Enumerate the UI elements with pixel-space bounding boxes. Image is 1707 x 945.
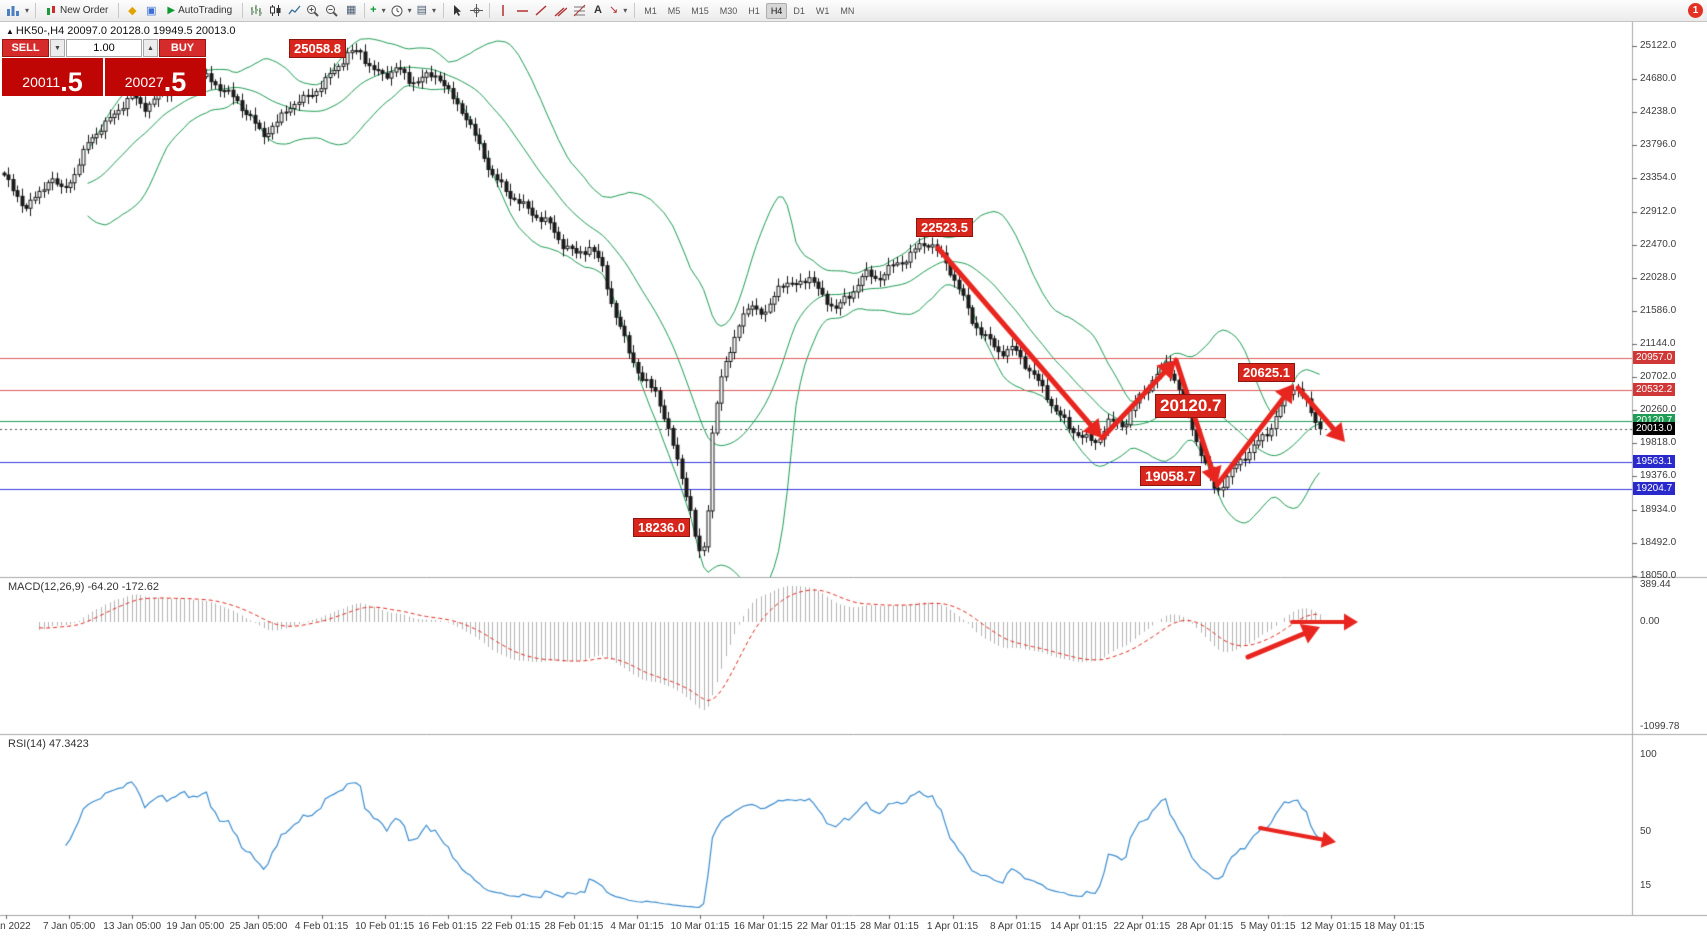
timeframe-mn-button[interactable]: MN xyxy=(835,3,859,19)
new-order-button[interactable]: New Order xyxy=(40,2,114,20)
bar-chart-mode-button[interactable] xyxy=(247,2,265,20)
text-tool-button[interactable]: A xyxy=(589,2,607,20)
buy-button[interactable]: BUY xyxy=(159,39,206,57)
market-button[interactable]: ▣ xyxy=(142,2,160,20)
volume-decrease-button[interactable]: ▼ xyxy=(50,39,65,57)
separator xyxy=(443,3,445,18)
new-chart-button[interactable] xyxy=(4,2,22,20)
indicators-button[interactable]: + ▾ xyxy=(369,2,388,20)
buy-price-frac: .5 xyxy=(163,66,187,97)
timeframe-m30-button[interactable]: M30 xyxy=(715,3,743,19)
metaeditor-icon: ◆ xyxy=(128,5,137,17)
zoom-out-icon xyxy=(326,4,338,17)
separator xyxy=(242,3,244,18)
chart-canvas[interactable] xyxy=(0,22,1707,945)
timeframe-h4-button[interactable]: H4 xyxy=(765,2,788,19)
timeframe-m5-button[interactable]: M5 xyxy=(663,3,686,19)
line-chart-mode-button[interactable] xyxy=(285,2,303,20)
chart-window: ▲ HK50-,H4 20097.0 20128.0 19949.5 20013.… xyxy=(0,22,1707,945)
separator xyxy=(118,3,120,18)
trendline-icon xyxy=(535,5,547,16)
buy-price-display: 20027.5 xyxy=(105,58,206,96)
arrows-tool-button[interactable]: ↘ ▾ xyxy=(608,2,630,20)
equidistant-channel-icon xyxy=(554,7,567,17)
symbol-marker-icon: ▲ xyxy=(6,27,14,36)
trendline-button[interactable] xyxy=(532,2,550,20)
zoom-in-button[interactable] xyxy=(304,2,322,20)
crosshair-button[interactable] xyxy=(467,2,485,20)
horizontal-line-icon xyxy=(516,9,528,12)
metaeditor-button[interactable]: ◆ xyxy=(123,2,141,20)
indicators-plus-icon: + xyxy=(370,4,377,16)
clock-icon xyxy=(391,5,403,16)
chart-dropdown-caret-icon[interactable]: ▾ xyxy=(24,6,29,15)
timeframe-d1-button[interactable]: D1 xyxy=(788,3,810,19)
arrows-caret-icon: ▾ xyxy=(623,6,628,15)
sell-button[interactable]: SELL xyxy=(2,39,49,57)
notification-badge[interactable]: 1 xyxy=(1688,3,1703,18)
separator xyxy=(364,3,366,18)
vertical-line-icon xyxy=(502,5,504,16)
symbol-ohlc-text: HK50-,H4 20097.0 20128.0 19949.5 20013.0 xyxy=(15,25,236,37)
toolbar: ▾ New Order ◆ ▣ ▶ AutoTrading ▦ + ▾ ▾ ▤ ▾ xyxy=(0,0,1707,22)
new-order-icon xyxy=(47,5,55,15)
macd-indicator-label: MACD(12,26,9) -64.20 -172.62 xyxy=(8,581,160,593)
periods-caret-icon: ▾ xyxy=(407,6,412,15)
one-click-trading-panel: SELL ▼ ▲ BUY 20011.5 20027.5 xyxy=(2,39,206,96)
zoom-in-icon xyxy=(307,4,319,17)
candlestick-mode-button[interactable] xyxy=(266,2,284,20)
separator xyxy=(489,3,491,18)
cursor-icon xyxy=(454,5,462,16)
templates-caret-icon: ▾ xyxy=(432,6,437,15)
volume-increase-button[interactable]: ▲ xyxy=(143,39,158,57)
autotrading-button[interactable]: ▶ AutoTrading xyxy=(161,2,238,20)
symbol-info: ▲ HK50-,H4 20097.0 20128.0 19949.5 20013.… xyxy=(6,25,236,37)
buy-price-main: 20027 xyxy=(124,74,164,90)
sell-price-display: 20011.5 xyxy=(2,58,103,96)
crosshair-icon xyxy=(469,4,483,17)
timeframe-m1-button[interactable]: M1 xyxy=(639,3,662,19)
indicators-caret-icon: ▾ xyxy=(381,6,386,15)
arrows-tool-icon: ↘ xyxy=(609,4,619,16)
separator xyxy=(634,3,636,18)
line-chart-icon xyxy=(288,5,301,15)
autotrading-label: AutoTrading xyxy=(178,5,233,16)
new-chart-icon xyxy=(7,6,19,16)
sell-price-main: 20011 xyxy=(22,74,61,90)
text-tool-icon: A xyxy=(594,4,602,16)
tile-windows-button[interactable]: ▦ xyxy=(342,2,360,20)
bar-chart-icon xyxy=(250,5,262,16)
timeframe-w1-button[interactable]: W1 xyxy=(811,3,835,19)
rsi-indicator-label: RSI(14) 47.3423 xyxy=(8,738,89,750)
horizontal-line-button[interactable] xyxy=(513,2,531,20)
vertical-line-button[interactable] xyxy=(494,2,512,20)
fibonacci-icon xyxy=(573,4,585,17)
timeframe-m15-button[interactable]: M15 xyxy=(686,3,714,19)
timeframe-h1-button[interactable]: H1 xyxy=(743,3,765,19)
market-icon: ▣ xyxy=(146,5,157,17)
autotrading-play-icon: ▶ xyxy=(167,5,176,16)
channel-button[interactable] xyxy=(551,2,569,20)
sell-price-frac: .5 xyxy=(60,66,83,97)
fibonacci-button[interactable] xyxy=(570,2,588,20)
new-order-label: New Order xyxy=(60,5,109,16)
tile-windows-icon: ▦ xyxy=(345,4,357,16)
volume-input[interactable] xyxy=(66,39,142,57)
template-icon: ▤ xyxy=(416,4,428,16)
templates-button[interactable]: ▤ ▾ xyxy=(416,2,439,20)
candlestick-icon xyxy=(269,5,281,16)
separator xyxy=(35,3,36,18)
zoom-out-button[interactable] xyxy=(323,2,341,20)
cursor-button[interactable] xyxy=(448,2,466,20)
periods-button[interactable]: ▾ xyxy=(390,2,415,20)
